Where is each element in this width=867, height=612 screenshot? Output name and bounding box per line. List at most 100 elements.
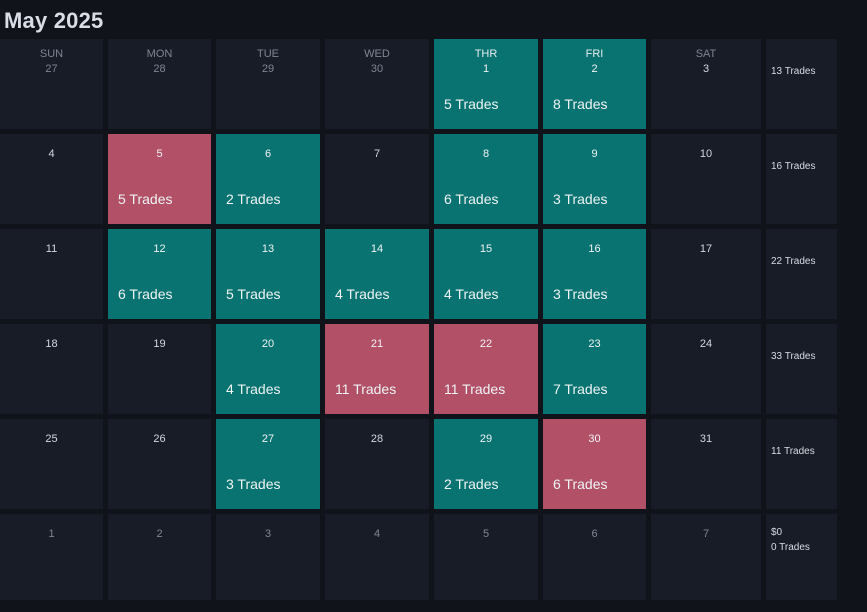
day-trade-count: 3 Trades [553, 191, 608, 207]
day-cell[interactable]: FRI 2 8 Trades [543, 39, 646, 129]
day-cell[interactable]: TUE 29 [216, 39, 320, 129]
day-trade-count: 5 Trades [226, 286, 281, 302]
day-number: 4 [48, 148, 55, 160]
day-trade-count: 2 Trades [226, 191, 281, 207]
day-number: 15 [479, 243, 493, 255]
day-number: 24 [699, 338, 713, 350]
day-cell[interactable]: 1 [0, 514, 103, 600]
week-summary[interactable]: 13 Trades [766, 39, 837, 129]
day-trade-count: 4 Trades [335, 286, 390, 302]
day-number: 2 [156, 528, 163, 540]
day-cell[interactable]: 18 [0, 324, 103, 414]
day-number: 7 [373, 148, 381, 160]
week-summary[interactable]: 33 Trades [766, 324, 837, 414]
day-cell[interactable]: 8 6 Trades [434, 134, 538, 224]
day-cell[interactable]: 16 3 Trades [543, 229, 646, 319]
day-cell[interactable]: 6 2 Trades [216, 134, 320, 224]
week-trade-count: 11 Trades [771, 446, 815, 457]
day-number: 30 [370, 63, 384, 75]
day-number: 7 [702, 528, 710, 540]
day-cell[interactable]: 15 4 Trades [434, 229, 538, 319]
day-trade-count: 4 Trades [226, 381, 281, 397]
day-number: 1 [482, 63, 490, 75]
day-cell[interactable]: SAT 3 [651, 39, 761, 129]
day-cell[interactable]: 9 3 Trades [543, 134, 646, 224]
day-cell[interactable]: 10 [651, 134, 761, 224]
day-cell[interactable]: 3 [216, 514, 320, 600]
day-cell[interactable]: 27 3 Trades [216, 419, 320, 509]
day-trade-count: 6 Trades [444, 191, 499, 207]
day-cell[interactable]: THR 1 5 Trades [434, 39, 538, 129]
day-cell[interactable]: 4 [0, 134, 103, 224]
month-title: May 2025 [4, 8, 104, 33]
day-cell[interactable]: MON 28 [108, 39, 211, 129]
week-pnl: $0 [771, 527, 783, 538]
day-cell[interactable]: 20 4 Trades [216, 324, 320, 414]
day-trade-count: 6 Trades [553, 476, 608, 492]
day-number: 5 [482, 528, 490, 540]
day-cell[interactable]: 22 11 Trades [434, 324, 538, 414]
day-trade-count: 3 Trades [553, 286, 608, 302]
day-trade-count: 4 Trades [444, 286, 499, 302]
day-cell[interactable]: 25 [0, 419, 103, 509]
day-number: 28 [370, 433, 384, 445]
day-cell[interactable]: 28 [325, 419, 429, 509]
day-cell[interactable]: SUN 27 [0, 39, 103, 129]
weekday-label: MON [146, 48, 173, 60]
day-number: 13 [261, 243, 275, 255]
day-number: 11 [45, 243, 58, 255]
day-cell[interactable]: 21 11 Trades [325, 324, 429, 414]
day-cell[interactable]: 5 5 Trades [108, 134, 211, 224]
day-cell[interactable]: 6 [543, 514, 646, 600]
day-number: 25 [45, 433, 58, 445]
week-trade-count: 16 Trades [771, 161, 816, 172]
day-number: 8 [482, 148, 490, 160]
day-cell[interactable]: 26 [108, 419, 211, 509]
day-cell[interactable]: 14 4 Trades [325, 229, 429, 319]
day-number: 12 [153, 243, 166, 255]
weekday-label: FRI [585, 48, 604, 60]
day-number: 20 [261, 338, 275, 350]
day-number: 31 [699, 433, 713, 445]
day-trade-count: 11 Trades [444, 381, 506, 397]
day-number: 14 [370, 243, 384, 255]
day-number: 3 [264, 528, 272, 540]
week-summary[interactable]: 16 Trades [766, 134, 837, 224]
day-cell[interactable]: 17 [651, 229, 761, 319]
day-number: 3 [702, 63, 710, 75]
day-cell[interactable]: 11 [0, 229, 103, 319]
day-cell[interactable]: 2 [108, 514, 211, 600]
day-cell[interactable]: 31 [651, 419, 761, 509]
week-trade-count: 33 Trades [771, 351, 816, 362]
day-cell[interactable]: 29 2 Trades [434, 419, 538, 509]
day-cell[interactable]: 4 [325, 514, 429, 600]
day-trade-count: 8 Trades [553, 96, 608, 112]
day-number: 23 [588, 338, 601, 350]
week-trade-count: 22 Trades [771, 256, 816, 267]
day-number: 6 [591, 528, 598, 540]
day-number: 21 [370, 338, 384, 350]
week-trade-count: 0 Trades [771, 542, 810, 553]
day-number: 28 [153, 63, 166, 75]
day-cell[interactable]: 7 [651, 514, 761, 600]
day-number: 30 [588, 433, 601, 445]
weekday-label: SAT [695, 48, 717, 60]
day-number: 10 [699, 148, 713, 160]
week-summary[interactable]: 22 Trades [766, 229, 837, 319]
day-cell[interactable]: 5 [434, 514, 538, 600]
day-cell[interactable]: 23 7 Trades [543, 324, 646, 414]
week-summary[interactable]: $0 0 Trades [766, 514, 837, 600]
day-cell[interactable]: 7 [325, 134, 429, 224]
day-trade-count: 6 Trades [118, 286, 173, 302]
day-cell[interactable]: 24 [651, 324, 761, 414]
day-number: 9 [591, 148, 598, 160]
day-cell[interactable]: 12 6 Trades [108, 229, 211, 319]
day-cell[interactable]: 19 [108, 324, 211, 414]
day-cell[interactable]: 30 6 Trades [543, 419, 646, 509]
week-summary[interactable]: 11 Trades [766, 419, 837, 509]
day-trade-count: 5 Trades [444, 96, 499, 112]
day-cell[interactable]: WED 30 [325, 39, 429, 129]
day-cell[interactable]: 13 5 Trades [216, 229, 320, 319]
day-number: 29 [261, 63, 275, 75]
